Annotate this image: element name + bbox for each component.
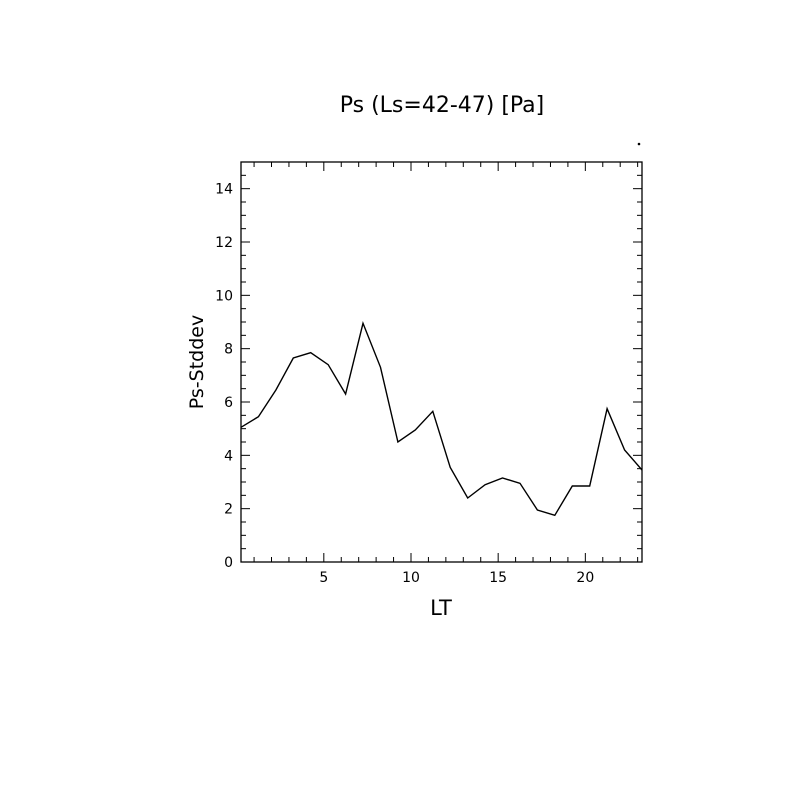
y-tick-label: 4 — [224, 448, 233, 464]
y-tick-label: 14 — [215, 182, 233, 198]
y-tick-label: 2 — [224, 502, 233, 518]
x-axis-label: LT — [430, 596, 452, 620]
corner-marker — [637, 142, 641, 146]
series-line — [240, 321, 643, 517]
x-tick-label: 15 — [489, 570, 507, 586]
x-tick-label: 5 — [319, 570, 328, 586]
chart-title: Ps (Ls=42-47) [Pa] — [340, 93, 545, 118]
x-tick-label: 10 — [402, 570, 420, 586]
y-tick-label: 12 — [215, 235, 233, 251]
y-tick-label: 0 — [224, 555, 233, 571]
tick-labels: 0 2 4 6 8 10 12 14 5 10 15 20 — [215, 182, 594, 586]
series-group — [240, 321, 643, 517]
y-axis-label: Ps-Stddev — [186, 315, 208, 409]
y-tick-label: 6 — [224, 395, 233, 411]
plot-frame — [240, 161, 643, 563]
y-tick-label: 10 — [215, 288, 233, 304]
y-tick-label: 8 — [224, 342, 233, 358]
x-tick-label: 20 — [576, 570, 594, 586]
